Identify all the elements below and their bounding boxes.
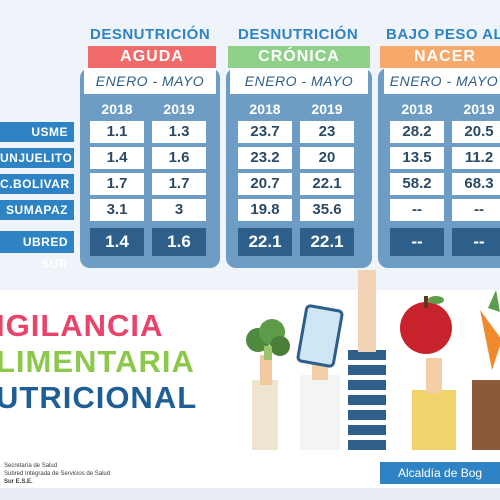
year-label: 2018 — [249, 101, 281, 117]
title-line-vigilancia: IGILANCIA — [0, 308, 164, 343]
period-label: ENERO - MAYO — [230, 68, 368, 94]
hands-food-illustration — [246, 270, 500, 450]
table-cell: 58.2 — [390, 173, 444, 195]
arm-sleeve — [472, 380, 500, 450]
year-label: 2019 — [163, 101, 195, 117]
broccoli-icon — [246, 319, 290, 360]
category-band-cronica: CRÓNICA — [228, 46, 370, 68]
category-band-aguda: AGUDA — [88, 46, 216, 68]
table-cell: -- — [390, 199, 444, 221]
table-cell: 20.5 — [452, 121, 500, 143]
table-cell: 28.2 — [390, 121, 444, 143]
apple-icon — [400, 296, 452, 354]
table-cell: 1.6 — [152, 147, 206, 169]
table-cell: 1.3 — [152, 121, 206, 143]
table-cell: 23.7 — [238, 121, 292, 143]
category-title: DESNUTRICIÓN — [238, 26, 359, 43]
alcaldia-badge: Alcaldía de Bog — [380, 462, 500, 484]
total-cell: -- — [452, 228, 500, 256]
table-cell: 35.6 — [300, 199, 354, 221]
table-cell: 3 — [152, 199, 206, 221]
arm-sleeve — [252, 380, 278, 450]
table-cell: -- — [452, 199, 500, 221]
total-cell: 1.4 — [90, 228, 144, 256]
table-cell: 20 — [300, 147, 354, 169]
total-cell: -- — [390, 228, 444, 256]
total-cell: 1.6 — [152, 228, 206, 256]
carrot-icon — [480, 290, 500, 370]
row-label-sumapaz: SUMAPAZ — [0, 200, 74, 220]
table-cell: 1.7 — [152, 173, 206, 195]
table-cell: 23 — [300, 121, 354, 143]
footer-secretaria: Secretaría de Salud Subred Integrada de … — [4, 462, 110, 486]
row-label-tunjuelito: UNJUELITO — [0, 148, 74, 168]
row-label-subred-sur: UBRED SUR — [0, 231, 74, 271]
table-cell: 3.1 — [90, 199, 144, 221]
table-cell: 13.5 — [390, 147, 444, 169]
row-label-usme: USME — [0, 122, 74, 142]
arm-sleeve — [300, 375, 340, 450]
table-cell: 1.7 — [90, 173, 144, 195]
category-band-nacer: NACER — [380, 46, 500, 68]
period-label: ENERO - MAYO — [84, 68, 216, 94]
period-label: ENERO - MAYO — [384, 68, 500, 94]
arm-sleeve — [412, 390, 456, 450]
footer-line: Subred Integrada de Servicios de Salud — [4, 471, 111, 477]
table-cell: 11.2 — [452, 147, 500, 169]
category-title: DESNUTRICIÓN — [90, 26, 211, 43]
year-label: 2019 — [463, 101, 495, 117]
table-cell: 23.2 — [238, 147, 292, 169]
table-cell: 1.1 — [90, 121, 144, 143]
row-label-cbolivar: C.BOLIVAR — [0, 174, 74, 194]
total-cell: 22.1 — [238, 228, 292, 256]
table-cell: 20.7 — [238, 173, 292, 195]
glass-icon — [296, 304, 344, 368]
stripes — [348, 360, 386, 440]
footer-line: Sur E.S.E. — [4, 479, 33, 485]
table-cell: 19.8 — [238, 199, 292, 221]
arm-sleeve — [348, 350, 386, 450]
total-cell: 22.1 — [300, 228, 354, 256]
title-line-alimentaria: LIMENTARIA — [0, 344, 195, 379]
table-cell: 1.4 — [90, 147, 144, 169]
title-line-nutricional: UTRICIONAL — [0, 380, 198, 415]
category-title: BAJO PESO AL — [386, 26, 500, 43]
year-label: 2018 — [401, 101, 433, 117]
bottom-stripe — [0, 488, 500, 500]
footer-line: Secretaría de Salud — [4, 463, 58, 469]
year-label: 2019 — [311, 101, 343, 117]
year-label: 2018 — [101, 101, 133, 117]
table-cell: 68.3 — [452, 173, 500, 195]
table-cell: 22.1 — [300, 173, 354, 195]
